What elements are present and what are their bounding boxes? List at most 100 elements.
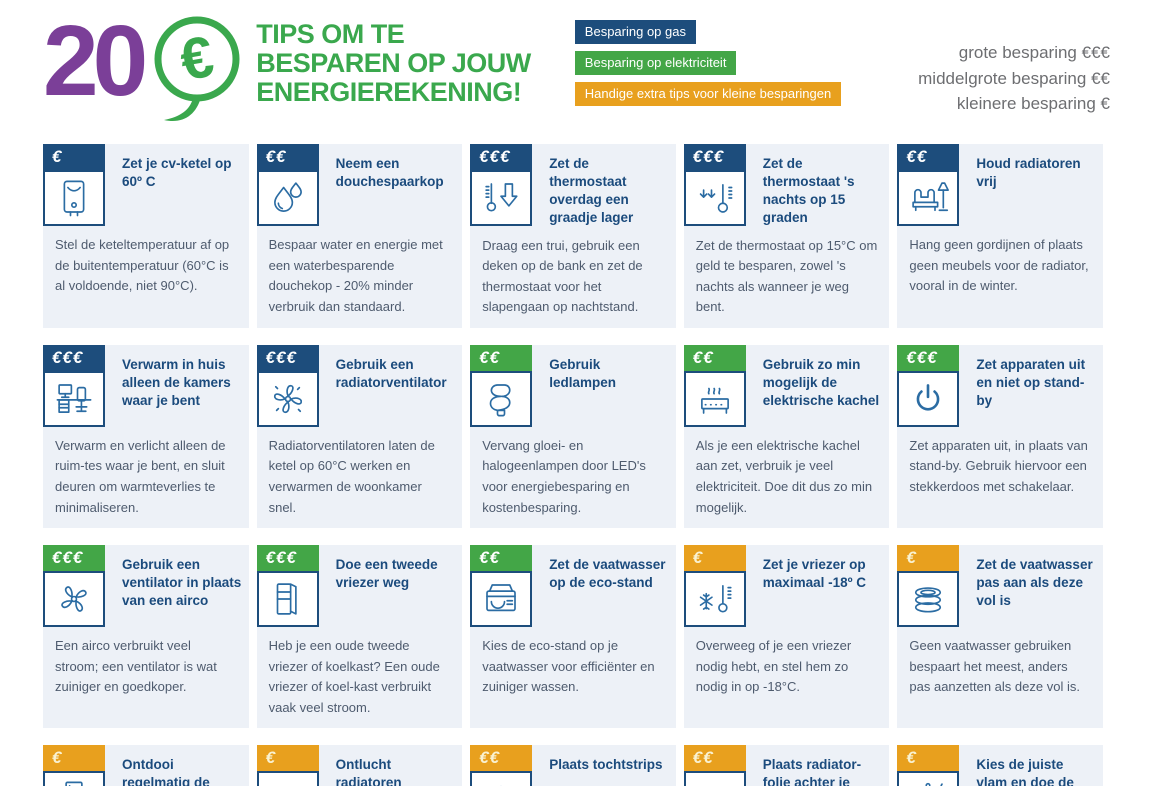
- ventilator-icon: [43, 571, 105, 628]
- radiator-fan-icon: [256, 370, 319, 427]
- tip-title: Zet je cv-ketel op 60º C: [122, 156, 232, 189]
- tip-description: Hang geen gordijnen of plaats geen meube…: [909, 237, 1089, 294]
- tip-card: €€ Neem een douchespaarkop Bespaar water…: [256, 144, 463, 328]
- tip-card: €€ Gebruik zo min mogelijk de elektrisch…: [683, 344, 890, 529]
- tip-title: Gebruik een radiatorventilator: [335, 356, 447, 390]
- tip-icon-column: €: [43, 745, 105, 786]
- tip-title: Zet de thermostaat 's nachts op 15 grade…: [762, 156, 855, 225]
- fridge-defrost-icon: [43, 771, 105, 786]
- tip-card-top: € Zet je cv-ketel op 60º C: [43, 144, 249, 226]
- tip-icon-column: €€: [897, 144, 960, 226]
- tip-card: €€€ Zet de thermostaat 's nachts op 15 g…: [683, 144, 890, 328]
- radiator-bleed-icon: [256, 771, 319, 786]
- tip-card-top: €€ Gebruik ledlampen: [470, 344, 676, 427]
- pan-lid-icon: [897, 771, 960, 786]
- savings-badge: €€€: [43, 344, 105, 371]
- tip-icon-column: €: [43, 144, 105, 226]
- tip-icon-column: €€: [470, 344, 533, 427]
- cfl-lamp-icon: [470, 370, 533, 427]
- savings-badge: €€: [470, 745, 533, 772]
- tip-card: €€€ Gebruik een ventilator in plaats van…: [43, 545, 249, 729]
- tip-card-top: €€ Houd radiatoren vrij: [897, 144, 1103, 226]
- tip-icon-column: €€€: [43, 545, 105, 628]
- euro-bubble-icon: €: [154, 16, 240, 122]
- tip-icon-column: €€€: [470, 144, 533, 227]
- tip-description: Zet apparaten uit, in plaats van stand-b…: [909, 437, 1088, 494]
- radiator-foil-icon: [683, 771, 746, 786]
- scale-line: kleinere besparing €: [956, 94, 1110, 113]
- tip-card: €€ Plaats tochtstrips Voorkom warmteverl…: [470, 745, 676, 786]
- tip-card-top: €€ Zet de vaatwasser op de eco-stand: [470, 545, 676, 628]
- tip-title: Ontlucht radiatoren regelmatig: [335, 757, 402, 786]
- tip-title: Zet de vaatwasser pas aan als deze vol i…: [976, 557, 1093, 608]
- savings-badge: €€€: [897, 344, 960, 371]
- tip-card-top: €€€ Gebruik een radiatorventilator: [256, 344, 463, 427]
- electric-heater-icon: [683, 370, 746, 427]
- tip-card: € Zet je cv-ketel op 60º C Stel de ketel…: [43, 144, 249, 328]
- tip-card: €€ Houd radiatoren vrij Hang geen gordij…: [897, 144, 1103, 328]
- tip-description: Kies de eco-stand op je vaatwasser voor …: [482, 638, 655, 695]
- desk-room-icon: [43, 370, 105, 427]
- draft-wind-icon: [470, 771, 533, 786]
- tip-title: Gebruik een ventilator in plaats van een…: [122, 557, 242, 608]
- freezer-icon: [256, 571, 319, 628]
- scale-line: grote besparing €€€: [958, 43, 1110, 62]
- tip-title: Houd radiatoren vrij: [976, 156, 1081, 189]
- tip-title: Doe een tweede vriezer weg: [335, 557, 438, 591]
- big-number-20: 20: [43, 5, 148, 117]
- tip-card: €€€ Zet apparaten uit en niet op stand-b…: [897, 344, 1103, 529]
- tip-title: Plaats radiator-folie achter je radiator…: [762, 757, 862, 786]
- tip-card-top: € Ontdooi regelmatig de koelkast en diep…: [43, 745, 249, 786]
- tip-card-top: € Ontlucht radiatoren regelmatig: [256, 745, 463, 786]
- tip-card-top: €€€ Doe een tweede vriezer weg: [256, 545, 463, 628]
- thermostat-lower-icon: [470, 170, 533, 226]
- tip-card: € Kies de juiste vlam en doe de deksel o…: [897, 745, 1103, 786]
- savings-badge: €: [43, 144, 105, 170]
- tip-description: Vervang gloei- en halogeenlampen door LE…: [482, 437, 646, 515]
- tip-card-top: €€ Plaats tochtstrips: [470, 745, 676, 786]
- tip-icon-column: €€€: [256, 545, 319, 628]
- savings-badge: €€€: [256, 344, 319, 371]
- tip-title: Zet apparaten uit en niet op stand-by: [976, 356, 1086, 408]
- tip-description: Bespaar water en energie met een waterbe…: [268, 237, 443, 314]
- tip-title: Zet de vaatwasser op de eco-stand: [549, 557, 666, 591]
- tip-title: Neem een douchespaarkop: [335, 156, 444, 189]
- tip-card: € Ontlucht radiatoren regelmatig Lucht i…: [256, 745, 463, 786]
- tip-card: €€€ Verwarm in huis alleen de kamers waa…: [43, 344, 249, 529]
- tip-description: Stel de keteltemperatuur af op de buiten…: [55, 237, 230, 294]
- tip-card-top: € Zet de vaatwasser pas aan als deze vol…: [897, 545, 1103, 628]
- plates-stack-icon: [897, 571, 960, 628]
- title-line: ENERGIEREKENING!: [256, 77, 522, 108]
- tip-icon-column: €€: [683, 344, 746, 427]
- freezer-thermometer-icon: [683, 571, 746, 628]
- scale-line: middelgrote besparing €€: [918, 68, 1110, 88]
- tip-card-top: €€ Neem een douchespaarkop: [256, 144, 463, 226]
- header: 20 € TIPS OM TE BESPAREN OP JOUW ENERGIE…: [43, 5, 1153, 130]
- tip-card: €€ Plaats radiator-folie achter je radia…: [683, 745, 890, 786]
- savings-badge: €: [683, 545, 746, 572]
- tip-icon-column: €€€: [256, 344, 319, 427]
- tip-description: Als je een elektrische kachel aan zet, v…: [695, 437, 873, 515]
- tip-icon-column: €€: [470, 745, 533, 786]
- legend-badge-gas: Besparing op gas: [574, 20, 696, 44]
- savings-scale-legend: grote besparing €€€ middelgrote besparin…: [918, 40, 1110, 117]
- tip-icon-column: €: [897, 745, 960, 786]
- tip-title: Gebruik ledlampen: [549, 356, 616, 390]
- tip-icon-column: €€: [256, 144, 319, 226]
- savings-badge: €€€: [256, 545, 319, 572]
- savings-badge: €€€: [683, 144, 746, 170]
- savings-badge: €€€: [470, 144, 533, 170]
- tips-grid: € Zet je cv-ketel op 60º C Stel de ketel…: [43, 144, 1103, 786]
- tip-card-top: €€€ Verwarm in huis alleen de kamers waa…: [43, 344, 249, 427]
- savings-badge: €€: [470, 344, 533, 371]
- tip-title: Ontdooi regelmatig de koelkast en diepvr…: [122, 757, 210, 786]
- dishwasher-icon: [470, 571, 533, 628]
- tip-card-top: € Zet je vriezer op maximaal -18º C: [683, 545, 890, 628]
- tip-description: Heb je een oude tweede vriezer of koelka…: [268, 638, 440, 715]
- savings-badge: €: [43, 745, 105, 772]
- savings-badge: €€: [683, 745, 746, 772]
- tip-title: Kies de juiste vlam en doe de deksel op …: [976, 757, 1074, 786]
- svg-text:€: €: [176, 24, 219, 94]
- savings-badge: €€€: [43, 545, 105, 572]
- tip-card: €€€ Doe een tweede vriezer weg Heb je ee…: [256, 545, 463, 729]
